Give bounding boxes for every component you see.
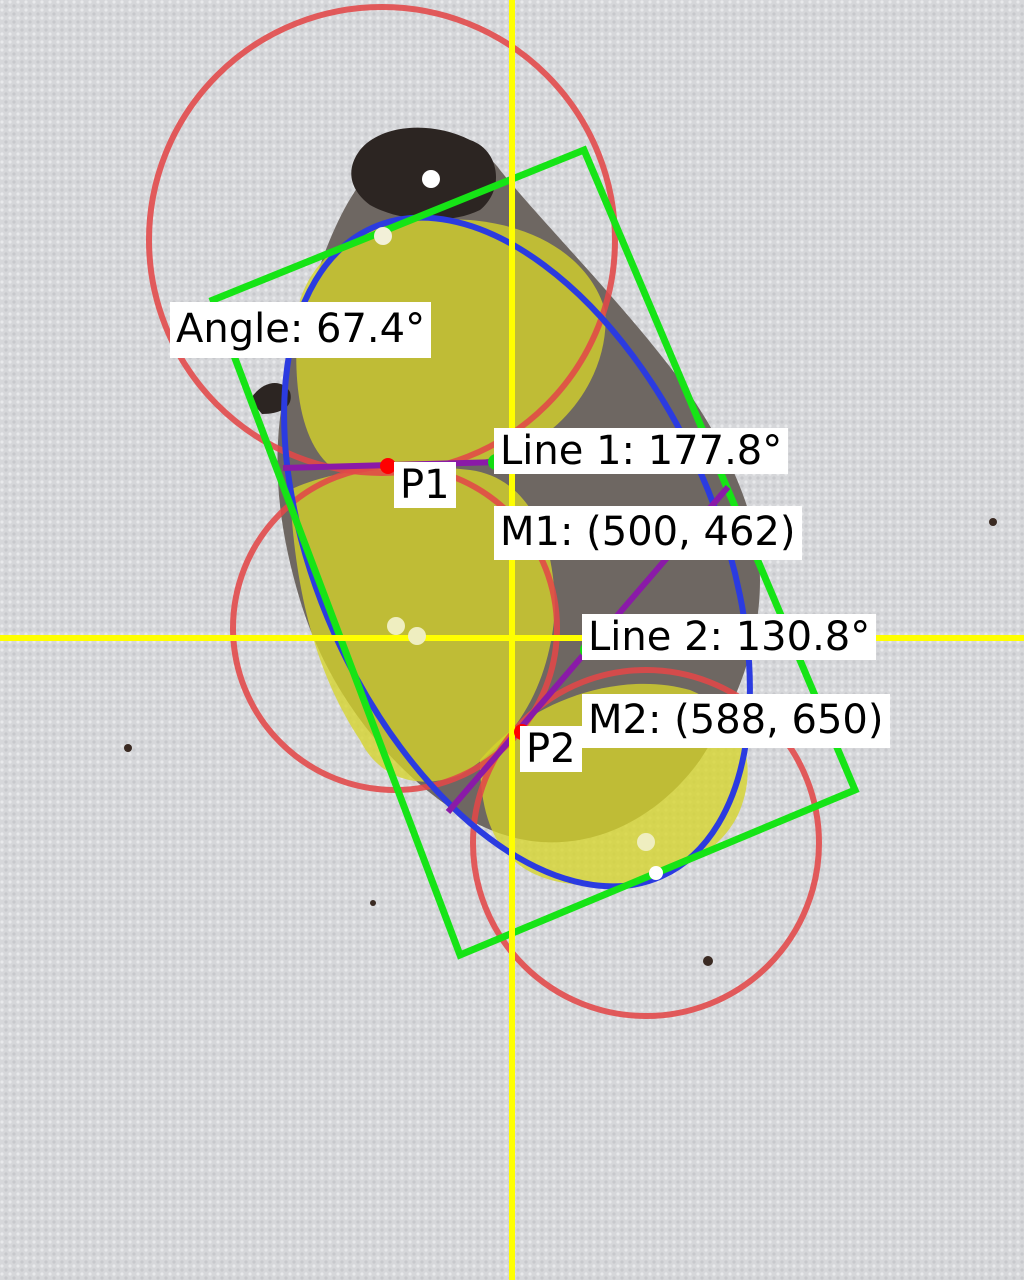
circle-top — [146, 4, 618, 476]
p2-label: P2 — [520, 726, 582, 772]
m2-label: M2: (588, 650) — [582, 694, 890, 748]
background-specks — [124, 518, 997, 966]
point-p1 — [380, 458, 396, 474]
marker-dots — [374, 170, 663, 880]
m1-label: M1: (500, 462) — [494, 506, 802, 560]
line2-label: Line 2: 130.8° — [582, 614, 877, 660]
animal-paw-left — [250, 382, 291, 414]
circle-bottom — [470, 667, 822, 1019]
p1-label: P1 — [394, 462, 456, 508]
line1-label: Line 1: 177.8° — [494, 428, 789, 474]
bounding-box — [208, 145, 860, 960]
angle-label: Angle: 67.4° — [170, 302, 432, 358]
